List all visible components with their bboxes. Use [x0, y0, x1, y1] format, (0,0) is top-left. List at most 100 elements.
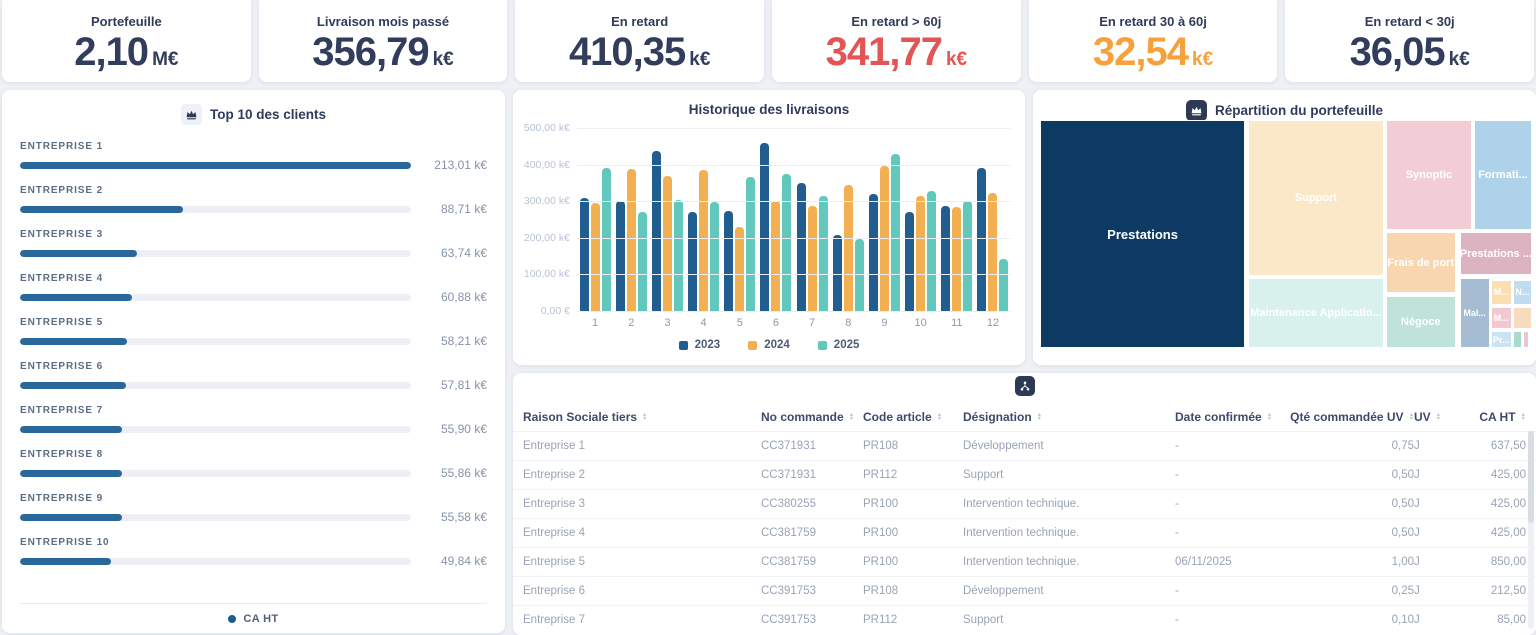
bar-2023[interactable] — [905, 212, 914, 311]
bar-2024[interactable] — [988, 193, 997, 311]
bar-2025[interactable] — [891, 154, 900, 311]
treemap-tile[interactable]: Frais de port — [1386, 232, 1456, 294]
top10-bar[interactable] — [20, 470, 122, 477]
bar-2025[interactable] — [999, 259, 1008, 311]
treemap-tile[interactable] — [1530, 331, 1532, 348]
legend-item[interactable]: 2024 — [748, 339, 790, 351]
bar-2025[interactable] — [602, 168, 611, 311]
top10-bar[interactable] — [20, 162, 411, 169]
kpi-card: Portefeuille2,10M€ — [2, 0, 251, 82]
bar-2024[interactable] — [844, 185, 853, 311]
table-row[interactable]: Entreprise 3CC380255PR100Intervention te… — [513, 489, 1536, 518]
column-header[interactable]: CA HT▲▼ — [1452, 410, 1526, 424]
sort-icon[interactable]: ▲▼ — [1436, 413, 1441, 422]
top10-bar[interactable] — [20, 294, 132, 301]
table-row[interactable]: Entreprise 1CC371931PR108Développement-0… — [513, 431, 1536, 460]
bar-2025[interactable] — [638, 212, 647, 311]
bar-2024[interactable] — [952, 207, 961, 311]
bar-2025[interactable] — [927, 191, 936, 311]
bar-2023[interactable] — [724, 211, 733, 311]
treemap-tile[interactable]: Formati... — [1474, 120, 1532, 230]
bar-2025[interactable] — [819, 196, 828, 311]
treemap-tile[interactable]: Prestations ... — [1460, 232, 1532, 276]
legend-item[interactable]: 2023 — [679, 339, 721, 351]
treemap-tile[interactable]: M... — [1491, 307, 1512, 329]
bar-2024[interactable] — [699, 170, 708, 311]
bar-2025[interactable] — [782, 174, 791, 311]
x-tick-label: 5 — [722, 317, 758, 329]
sort-icon[interactable]: ▲▼ — [642, 413, 647, 422]
table-cell: Entreprise 3 — [523, 498, 761, 510]
sort-icon[interactable]: ▲▼ — [1267, 413, 1272, 422]
top10-bar[interactable] — [20, 250, 137, 257]
historique-panel: Historique des livraisons 500,00 k€400,0… — [513, 90, 1025, 365]
legend-item[interactable]: 2025 — [818, 339, 860, 351]
bar-2024[interactable] — [735, 227, 744, 311]
table-row[interactable]: Entreprise 5CC381759PR100Intervention te… — [513, 547, 1536, 576]
treemap-tile[interactable]: Support — [1248, 120, 1384, 276]
top10-value: 55,90 k€ — [425, 422, 487, 436]
bar-2024[interactable] — [591, 203, 600, 311]
top10-bar-track — [20, 558, 411, 565]
x-tick-label: 6 — [758, 317, 794, 329]
kpi-unit: k€ — [689, 49, 710, 71]
treemap-tile[interactable]: Synoptic — [1386, 120, 1472, 230]
table-row[interactable]: Entreprise 2CC371931PR112Support-0,50J42… — [513, 460, 1536, 489]
bar-2025[interactable] — [710, 202, 719, 311]
bar-2023[interactable] — [833, 235, 842, 311]
bar-2024[interactable] — [771, 201, 780, 311]
bar-2023[interactable] — [977, 168, 986, 311]
sort-icon[interactable]: ▲▼ — [1521, 413, 1526, 422]
table-cell: 212,50 — [1452, 585, 1526, 597]
hierarchy-button[interactable] — [1015, 376, 1035, 396]
column-header[interactable]: Qté commandée UV▲▼ — [1289, 410, 1414, 424]
top10-bar[interactable] — [20, 338, 127, 345]
bar-2023[interactable] — [616, 201, 625, 311]
top10-bar[interactable] — [20, 426, 122, 433]
column-header[interactable]: Code article▲▼ — [863, 410, 963, 424]
bar-2023[interactable] — [652, 151, 661, 311]
column-header[interactable]: Raison Sociale tiers▲▼ — [523, 410, 761, 424]
x-tick-label: 1 — [577, 317, 613, 329]
treemap-tile[interactable]: Maintenance Applicatio... — [1248, 278, 1384, 348]
column-header[interactable]: No commande▲▼ — [761, 410, 863, 424]
bar-2025[interactable] — [963, 201, 972, 311]
bar-2024[interactable] — [808, 206, 817, 311]
sort-icon[interactable]: ▲▼ — [937, 413, 942, 422]
bar-2023[interactable] — [941, 206, 950, 311]
table-scrollbar[interactable] — [1528, 431, 1534, 629]
table-row[interactable]: Entreprise 7CC391753PR112Support-0,10J85… — [513, 605, 1536, 634]
table-row[interactable]: Entreprise 6CC391753PR108Développement-0… — [513, 576, 1536, 605]
treemap-tile[interactable] — [1513, 331, 1522, 348]
bar-2024[interactable] — [663, 176, 672, 311]
bar-2024[interactable] — [627, 169, 636, 311]
treemap-tile[interactable] — [1513, 307, 1532, 329]
treemap-tile[interactable]: Mal... — [1460, 278, 1490, 348]
sort-icon[interactable]: ▲▼ — [1037, 413, 1042, 422]
top10-bar[interactable] — [20, 514, 122, 521]
bar-2023[interactable] — [760, 143, 769, 311]
top10-bar[interactable] — [20, 558, 111, 565]
bar-2025[interactable] — [746, 177, 755, 311]
kpi-value: 2,10M€ — [74, 31, 178, 73]
bar-2024[interactable] — [916, 196, 925, 311]
treemap-tile[interactable]: Pr... — [1491, 331, 1512, 348]
column-header[interactable]: Date confirmée▲▼ — [1175, 410, 1289, 424]
treemap-tile[interactable]: M... — [1491, 280, 1512, 306]
column-header[interactable]: Désignation▲▼ — [963, 410, 1175, 424]
top10-row: ENTREPRISE 855,86 k€ — [20, 449, 487, 480]
bar-2023[interactable] — [580, 198, 589, 311]
treemap-tile[interactable]: N... — [1513, 280, 1532, 306]
top10-bar[interactable] — [20, 382, 126, 389]
treemap-tile[interactable] — [1523, 331, 1529, 348]
bar-2023[interactable] — [688, 212, 697, 311]
bar-2025[interactable] — [674, 200, 683, 311]
bar-2023[interactable] — [869, 194, 878, 311]
top10-bar[interactable] — [20, 206, 183, 213]
sort-icon[interactable]: ▲▼ — [849, 413, 854, 422]
table-scrollbar-thumb[interactable] — [1528, 431, 1534, 523]
column-header[interactable]: UV▲▼ — [1414, 410, 1452, 424]
table-row[interactable]: Entreprise 4CC381759PR100Intervention te… — [513, 518, 1536, 547]
treemap-tile[interactable]: Prestations — [1040, 120, 1245, 348]
treemap-tile[interactable]: Négoce — [1386, 296, 1456, 348]
